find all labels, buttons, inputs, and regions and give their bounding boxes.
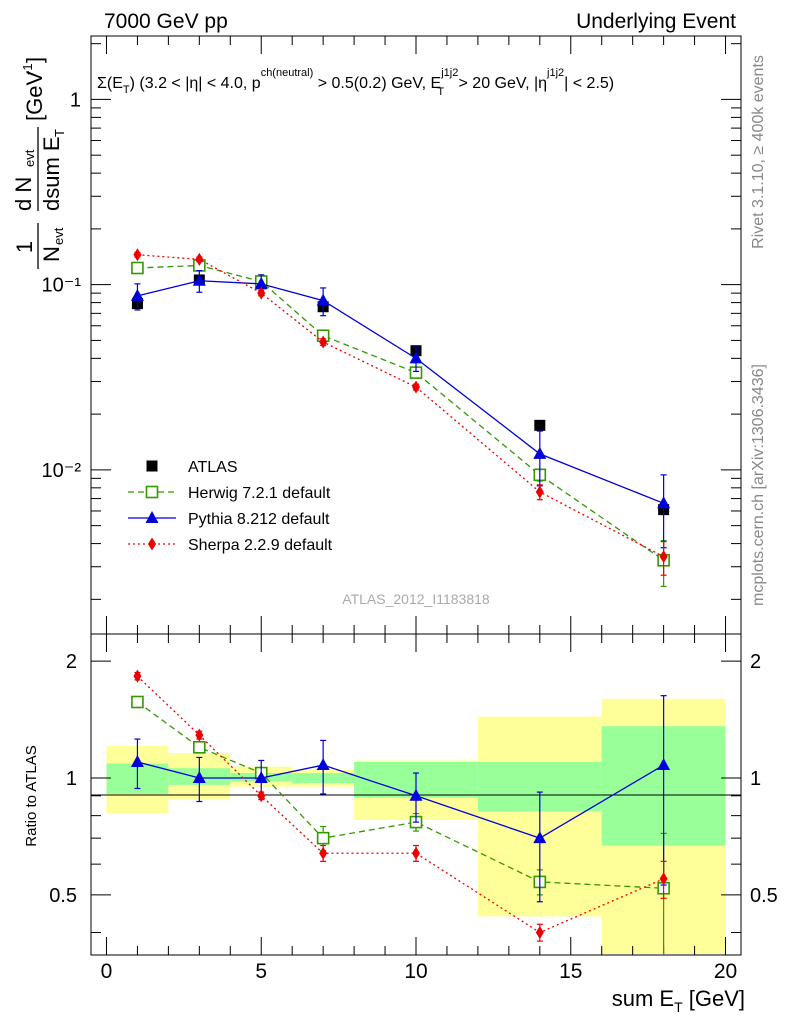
legend-marker	[148, 537, 156, 551]
series-point	[257, 286, 266, 300]
ratio-point	[319, 846, 328, 860]
ratio-point	[131, 695, 144, 709]
svg-text:[GeV: [GeV	[22, 71, 47, 121]
ratio-point	[195, 728, 204, 742]
svg-text:-1: -1	[20, 63, 35, 75]
header-left: 7000 GeV pp	[104, 10, 228, 33]
ratio-point	[133, 669, 142, 683]
mcplots-reference: mcplots.cern.ch [arXiv:1306.3436]	[750, 364, 767, 606]
x-tick-label: 0	[101, 960, 113, 983]
legend-marker	[146, 460, 158, 472]
svg-text:N: N	[39, 246, 64, 262]
y-axis-label-main: 1 N evt d N evt dsum E T [GeV -1 ]	[11, 57, 67, 269]
y-axis-label-ratio: Ratio to ATLAS	[23, 745, 40, 846]
ratio-point	[657, 758, 671, 771]
ratio-point	[412, 846, 420, 860]
series-point	[659, 550, 668, 564]
ratio-point	[316, 758, 330, 771]
y-tick-label-main: 10⁻²	[42, 460, 82, 482]
ratio-point	[533, 831, 547, 844]
analysis-id-watermark: ATLAS_2012_I1183818	[342, 591, 490, 607]
ratio-point	[192, 771, 206, 784]
axes-ticks: 0 5 10 15 20 10⁻² 10⁻¹ 1 0.5 0.5 1 1 2 2	[42, 36, 778, 983]
ratio-point	[409, 788, 423, 801]
y-tick-label-ratio: 2	[66, 651, 77, 673]
y-tick-label-ratio-right: 2	[750, 651, 761, 673]
y-tick-label-main: 1	[70, 89, 81, 111]
svg-text:T: T	[52, 129, 67, 137]
series-point	[254, 276, 268, 289]
legend: ATLAS Herwig 7.2.1 default Pythia 8.212 de…	[128, 459, 333, 554]
series-point	[533, 446, 547, 459]
ratio-point	[316, 831, 330, 845]
svg-text:1: 1	[12, 241, 37, 253]
legend-label: Pythia 8.212 default	[188, 511, 330, 528]
svg-text:evt: evt	[22, 149, 37, 167]
x-axis-label: sum ET [GeV]	[612, 986, 745, 1015]
x-tick-label: 15	[559, 960, 582, 983]
cut-description: Σ(ET) (3.2 < |η| < 4.0, pch(neutral) > 0…	[97, 67, 614, 98]
atlas-point	[534, 419, 546, 431]
y-tick-label-main: 10⁻¹	[42, 275, 82, 297]
series-point	[657, 496, 671, 509]
series-point	[535, 485, 544, 499]
legend-marker	[145, 511, 159, 523]
ratio-point	[535, 925, 544, 939]
series-point	[409, 351, 423, 364]
y-tick-label-ratio-right: 0.5	[750, 885, 778, 907]
series-point	[412, 380, 420, 394]
series-point	[316, 293, 330, 306]
svg-text:d N: d N	[11, 177, 36, 211]
header-right: Underlying Event	[576, 10, 736, 33]
legend-label: Sherpa 2.2.9 default	[188, 537, 333, 554]
x-tick-label: 5	[255, 960, 267, 983]
svg-text:evt: evt	[51, 227, 66, 245]
x-tick-label: 20	[714, 960, 737, 983]
legend-label: ATLAS	[188, 459, 238, 476]
svg-text:dsum E: dsum E	[39, 136, 64, 211]
series-point	[319, 335, 328, 349]
series-point	[195, 252, 204, 266]
rivet-version: Rivet 3.1.10, ≥ 400k events	[750, 55, 767, 249]
ratio-point	[193, 740, 206, 754]
series-point	[133, 248, 142, 262]
series-layer	[130, 248, 671, 955]
y-tick-label-ratio: 0.5	[49, 885, 77, 907]
ratio-point	[257, 789, 266, 803]
ratio-point	[254, 771, 268, 784]
ratio-point	[130, 754, 144, 767]
svg-text:]: ]	[22, 57, 47, 63]
legend-marker	[145, 485, 159, 499]
legend-label: Herwig 7.2.1 default	[188, 485, 331, 502]
x-tick-label: 10	[404, 960, 427, 983]
series-point	[131, 261, 144, 275]
series-point	[192, 273, 206, 286]
series-point	[130, 288, 144, 301]
y-tick-label-ratio-right: 1	[750, 768, 761, 790]
ratio-point	[659, 872, 668, 886]
y-tick-label-ratio: 1	[66, 768, 77, 790]
